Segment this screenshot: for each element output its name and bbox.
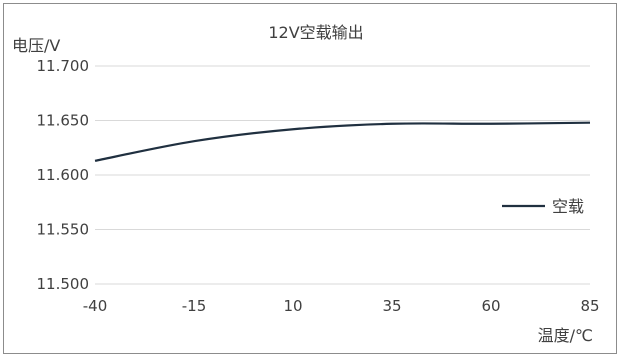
y-tick-labels: 11.700 11.650 11.600 11.550 11.500 [37,57,90,293]
y-tick-label: 11.600 [37,166,90,184]
x-axis-label: 温度/℃ [538,326,593,345]
x-tick-label: -15 [182,297,207,315]
chart-frame: 12V空载输出 电压/V 温度/℃ 11.700 11.650 11.600 11.5… [3,3,617,354]
y-tick-label: 11.550 [37,221,90,239]
gridlines [95,65,590,285]
legend: 空载 [502,197,584,216]
x-tick-label: 85 [580,297,599,315]
line-chart: 12V空载输出 电压/V 温度/℃ 11.700 11.650 11.600 11.5… [12,23,600,345]
y-tick-label: 11.700 [37,57,90,75]
y-tick-label: 11.650 [37,112,90,130]
series-line-kongzai [94,121,591,162]
x-tick-label: 60 [481,297,500,315]
y-tick-label: 11.500 [37,275,90,293]
chart-title: 12V空载输出 [268,23,363,42]
x-tick-label: 35 [382,297,401,315]
y-axis-label: 电压/V [12,36,60,55]
x-tick-label: 10 [283,297,302,315]
x-tick-label: -40 [83,297,108,315]
x-tick-labels: -40 -15 10 35 60 85 [83,297,600,315]
legend-label: 空载 [552,197,584,216]
